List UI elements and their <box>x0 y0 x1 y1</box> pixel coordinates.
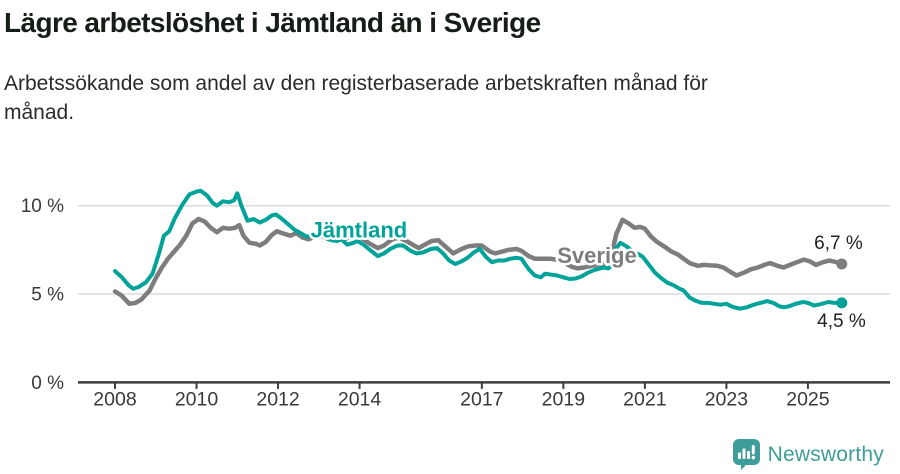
newsworthy-wordmark: Newsworthy <box>767 442 884 466</box>
x-tick-label: 2014 <box>338 389 382 411</box>
subtitle-line-1: Arbetssökande som andel av den registerb… <box>4 72 708 95</box>
subtitle-line-2: månad. <box>4 101 75 124</box>
x-tick-label: 2025 <box>786 389 830 411</box>
jamtland-line <box>113 188 844 311</box>
page-title: Lägre arbetslöshet i Jämtland än i Sveri… <box>4 7 541 38</box>
x-tick-label: 2017 <box>460 389 503 411</box>
sverige-end-dot <box>836 258 848 270</box>
chart-subtitle: Arbetssökande som andel av den registerb… <box>4 69 884 127</box>
x-tick-label: 2021 <box>623 389 666 411</box>
x-tick-label: 2010 <box>175 389 219 411</box>
newsworthy-logo-icon <box>732 439 760 470</box>
unemployment-line-chart: 0 % 5 % 10 % 2008 2010 2012 2014 2017 2019 2021 20… <box>21 188 890 411</box>
sverige-series-label: Sverige <box>557 243 637 268</box>
x-tick-label: 2023 <box>705 389 748 411</box>
x-tick-label: 2012 <box>256 389 299 411</box>
chart-header: Lägre arbetslöshet i Jämtland än i Sveri… <box>4 4 884 127</box>
sverige-line <box>112 216 845 307</box>
jamtland-end-value-label: 4,5 % <box>817 311 866 332</box>
chart-area: 0 % 5 % 10 % 2008 2010 2012 2014 2017 2019 2021 20… <box>0 160 900 422</box>
jamtland-end-dot <box>836 297 848 309</box>
y-tick-label: 0 % <box>31 373 64 394</box>
y-tick-label: 5 % <box>31 285 64 306</box>
newsworthy-branding: Newsworthy <box>732 439 884 470</box>
sverige-end-value-label: 6,7 % <box>814 233 863 254</box>
x-tick-label: 2019 <box>542 389 585 411</box>
jamtland-series-label: Jämtland <box>311 218 408 243</box>
y-tick-label: 10 % <box>21 196 64 217</box>
x-tick-label: 2008 <box>93 389 136 411</box>
